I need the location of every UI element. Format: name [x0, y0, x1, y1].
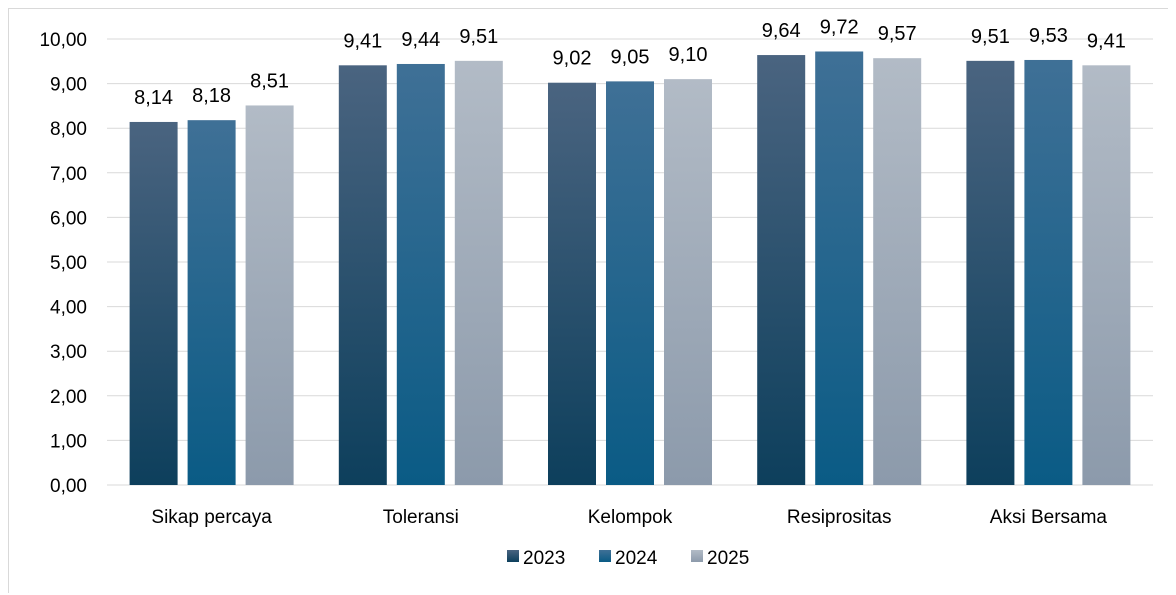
legend-swatch: [507, 550, 519, 562]
data-label: 8,51: [250, 70, 289, 92]
y-tick-label: 1,00: [50, 431, 87, 452]
legend-label: 2025: [707, 548, 749, 569]
bar: [454, 60, 503, 485]
y-tick-label: 7,00: [50, 164, 87, 185]
bar: [815, 51, 864, 485]
y-tick-label: 4,00: [50, 298, 87, 319]
bar: [187, 120, 236, 485]
y-tick-label: 5,00: [50, 253, 87, 274]
data-label: 9,41: [1087, 30, 1126, 52]
y-tick-label: 3,00: [50, 342, 87, 363]
y-tick-label: 9,00: [50, 75, 87, 96]
chart-frame: [8, 8, 1168, 593]
bar: [1024, 59, 1073, 485]
data-label: 9,05: [611, 46, 650, 68]
data-labels: 8,14 8,18 8,51 9,41 9,44 9,51 9,02 9,05 9,10 9,64…: [134, 16, 1126, 108]
category-label: Resiprositas: [787, 507, 892, 528]
bar: [548, 82, 596, 485]
data-label: 8,14: [134, 87, 173, 109]
data-label: 9,41: [343, 30, 382, 52]
legend: 2023 2024 2025: [507, 548, 749, 569]
bar: [664, 79, 712, 485]
bar: [245, 105, 294, 485]
data-label: 9,64: [762, 20, 801, 42]
data-label: 8,18: [192, 85, 231, 107]
bar: [1082, 65, 1131, 486]
bar: [873, 58, 922, 485]
y-axis-ticks: 0,00 1,00 2,00 3,00 4,00 5,00 6,00 7,00 8,00 9,00…: [39, 30, 87, 497]
bar: [396, 63, 445, 485]
bar: [966, 60, 1015, 485]
category-label: Aksi Bersama: [990, 507, 1108, 528]
y-tick-label: 6,00: [50, 208, 87, 229]
y-tick-label: 8,00: [50, 119, 87, 140]
category-label: Toleransi: [383, 507, 459, 528]
data-label: 9,02: [553, 48, 592, 70]
y-tick-label: 2,00: [50, 387, 87, 408]
legend-swatch: [599, 550, 611, 562]
data-label: 9,51: [459, 26, 498, 48]
legend-label: 2024: [615, 548, 658, 569]
data-label: 9,53: [1029, 25, 1068, 47]
category-labels: Sikap percaya Toleransi Kelompok Resiprosit…: [151, 507, 1107, 528]
y-tick-label: 0,00: [50, 476, 87, 497]
category-label: Kelompok: [588, 507, 673, 528]
legend-label: 2023: [523, 548, 565, 569]
category-label: Sikap percaya: [151, 507, 272, 528]
data-label: 9,10: [669, 44, 708, 66]
data-label: 9,57: [878, 23, 917, 45]
data-label: 9,72: [820, 16, 859, 38]
data-label: 9,51: [971, 26, 1010, 48]
bar: [338, 65, 387, 486]
bar: [606, 81, 654, 486]
legend-swatch: [691, 550, 703, 562]
bar: [129, 121, 178, 486]
y-tick-label: 10,00: [39, 30, 87, 51]
bars: [129, 51, 1131, 486]
data-label: 9,44: [401, 29, 440, 51]
bar: [757, 55, 806, 485]
